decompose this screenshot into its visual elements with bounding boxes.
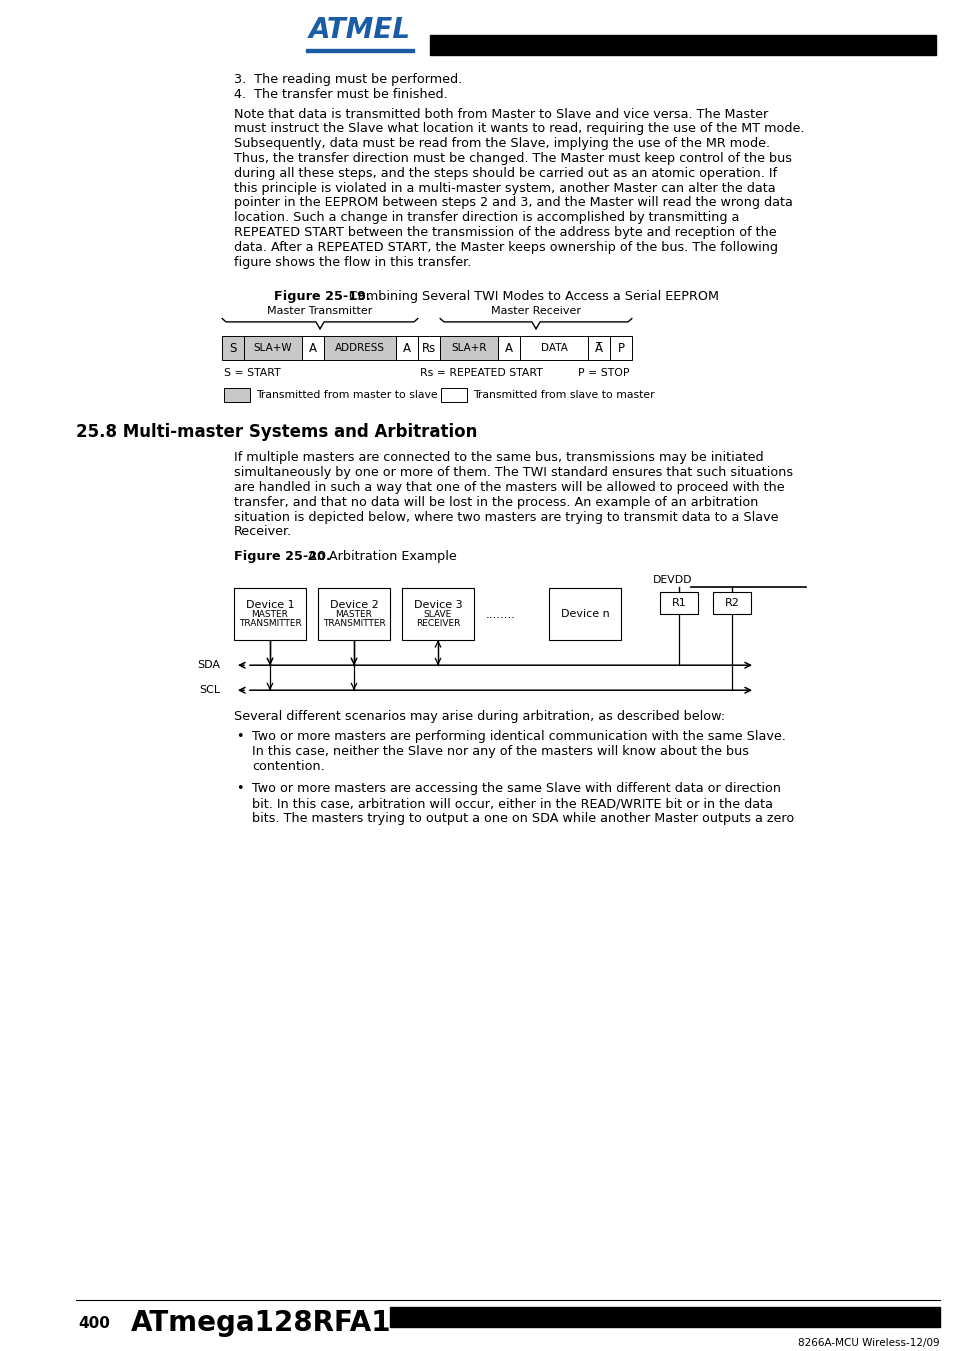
Bar [587, 336, 609, 361]
Text: during all these steps, and the steps should be carried out as an atomic operati: during all these steps, and the steps sh… [233, 166, 777, 180]
Text: 8266A-MCU Wireless-12/09: 8266A-MCU Wireless-12/09 [798, 1337, 939, 1348]
Text: Receiver.: Receiver. [233, 526, 292, 539]
Text: 3.  The reading must be performed.: 3. The reading must be performed. [233, 73, 462, 86]
Text: Rs: Rs [421, 342, 436, 355]
Text: contention.: contention. [252, 759, 324, 773]
Text: Transmitted from master to slave: Transmitted from master to slave [255, 390, 437, 400]
Text: SLAVE: SLAVE [423, 609, 452, 619]
Text: DATA: DATA [540, 343, 567, 354]
Bar [659, 592, 698, 615]
Text: 4.  The transfer must be finished.: 4. The transfer must be finished. [233, 88, 447, 101]
Bar [497, 336, 519, 361]
Text: pointer in the EEPROM between steps 2 and 3, and the Master will read the wrong : pointer in the EEPROM between steps 2 an… [233, 196, 792, 209]
Text: ........: ........ [485, 608, 516, 620]
Text: situation is depicted below, where two masters are trying to transmit data to a : situation is depicted below, where two m… [233, 511, 778, 524]
Text: SLA+W: SLA+W [253, 343, 292, 354]
Text: A: A [402, 342, 411, 355]
Text: ATmega128RFA1: ATmega128RFA1 [131, 1309, 391, 1337]
Text: ADDRESS: ADDRESS [335, 343, 385, 354]
Text: SLA+R: SLA+R [451, 343, 486, 354]
Text: S = START: S = START [224, 369, 280, 378]
Text: TRANSMITTER: TRANSMITTER [322, 619, 385, 628]
Text: Rs = REPEATED START: Rs = REPEATED START [419, 369, 542, 378]
Text: P: P [617, 342, 624, 355]
Text: ATMEL: ATMEL [309, 16, 411, 45]
Text: 400: 400 [78, 1316, 110, 1331]
Bar [324, 336, 395, 361]
Bar [548, 588, 620, 640]
Text: Note that data is transmitted both from Master to Slave and vice versa. The Mast: Note that data is transmitted both from … [233, 108, 767, 120]
Bar [430, 35, 935, 55]
Bar [233, 588, 306, 640]
Text: bits. The masters trying to output a one on SDA while another Master outputs a z: bits. The masters trying to output a one… [252, 812, 794, 825]
Text: data. After a REPEATED START, the Master keeps ownership of the bus. The followi: data. After a REPEATED START, the Master… [233, 240, 778, 254]
Text: S: S [229, 342, 236, 355]
Text: Master Transmitter: Master Transmitter [267, 307, 373, 316]
Text: SCL: SCL [198, 685, 220, 696]
Bar [317, 588, 390, 640]
Text: Thus, the transfer direction must be changed. The Master must keep control of th: Thus, the transfer direction must be cha… [233, 153, 791, 165]
Text: Several different scenarios may arise during arbitration, as described below:: Several different scenarios may arise du… [233, 711, 724, 723]
Bar [390, 1306, 939, 1327]
Bar [609, 336, 631, 361]
Text: P = STOP: P = STOP [578, 369, 629, 378]
Text: An Arbitration Example: An Arbitration Example [304, 550, 456, 563]
Text: A: A [309, 342, 316, 355]
Text: TRANSMITTER: TRANSMITTER [238, 619, 301, 628]
Text: A̅: A̅ [595, 342, 602, 355]
Text: If multiple masters are connected to the same bus, transmissions may be initiate: If multiple masters are connected to the… [233, 451, 762, 465]
Bar [401, 588, 474, 640]
Bar [224, 388, 250, 403]
Bar [302, 336, 324, 361]
Text: Combining Several TWI Modes to Access a Serial EEPROM: Combining Several TWI Modes to Access a … [345, 290, 719, 304]
Text: A: A [504, 342, 513, 355]
Text: In this case, neither the Slave nor any of the masters will know about the bus: In this case, neither the Slave nor any … [252, 744, 748, 758]
Text: Device 3: Device 3 [414, 600, 462, 611]
Text: this principle is violated in a multi-master system, another Master can alter th: this principle is violated in a multi-ma… [233, 181, 775, 195]
Text: Transmitted from slave to master: Transmitted from slave to master [473, 390, 654, 400]
Bar [712, 592, 750, 615]
Text: must instruct the Slave what location it wants to read, requiring the use of the: must instruct the Slave what location it… [233, 123, 803, 135]
Text: bit. In this case, arbitration will occur, either in the READ/WRITE bit or in th: bit. In this case, arbitration will occu… [252, 797, 772, 811]
Text: R2: R2 [723, 598, 739, 608]
Text: 25.8 Multi-master Systems and Arbitration: 25.8 Multi-master Systems and Arbitratio… [76, 423, 476, 442]
Text: transfer, and that no data will be lost in the process. An example of an arbitra: transfer, and that no data will be lost … [233, 496, 758, 509]
Bar [519, 336, 587, 361]
Text: R1: R1 [671, 598, 685, 608]
Text: figure shows the flow in this transfer.: figure shows the flow in this transfer. [233, 255, 471, 269]
Bar [417, 336, 439, 361]
Text: RECEIVER: RECEIVER [416, 619, 459, 628]
Text: Master Receiver: Master Receiver [491, 307, 580, 316]
Text: Device n: Device n [560, 609, 609, 619]
Text: Two or more masters are accessing the same Slave with different data or directio: Two or more masters are accessing the sa… [252, 782, 781, 796]
Bar [439, 336, 497, 361]
Text: MASTER: MASTER [335, 609, 372, 619]
Bar [395, 336, 417, 361]
Text: MASTER: MASTER [252, 609, 288, 619]
Text: location. Such a change in transfer direction is accomplished by transmitting a: location. Such a change in transfer dire… [233, 211, 739, 224]
Text: Figure 25-20.: Figure 25-20. [233, 550, 331, 563]
Text: REPEATED START between the transmission of the address byte and reception of the: REPEATED START between the transmission … [233, 226, 776, 239]
Text: Two or more masters are performing identical communication with the same Slave.: Two or more masters are performing ident… [252, 730, 785, 743]
Text: •: • [235, 782, 243, 796]
Bar [222, 336, 244, 361]
Bar [306, 49, 414, 51]
Text: SDA: SDA [196, 661, 220, 670]
Text: Device 2: Device 2 [330, 600, 378, 611]
Text: simultaneously by one or more of them. The TWI standard ensures that such situat: simultaneously by one or more of them. T… [233, 466, 792, 480]
Text: Figure 25-19.: Figure 25-19. [274, 290, 371, 304]
Text: Device 1: Device 1 [246, 600, 294, 611]
Bar [244, 336, 302, 361]
Text: •: • [235, 730, 243, 743]
Text: DEVDD: DEVDD [652, 576, 692, 585]
Bar [440, 388, 467, 403]
Text: are handled in such a way that one of the masters will be allowed to proceed wit: are handled in such a way that one of th… [233, 481, 783, 494]
Text: Subsequently, data must be read from the Slave, implying the use of the MR mode.: Subsequently, data must be read from the… [233, 138, 769, 150]
